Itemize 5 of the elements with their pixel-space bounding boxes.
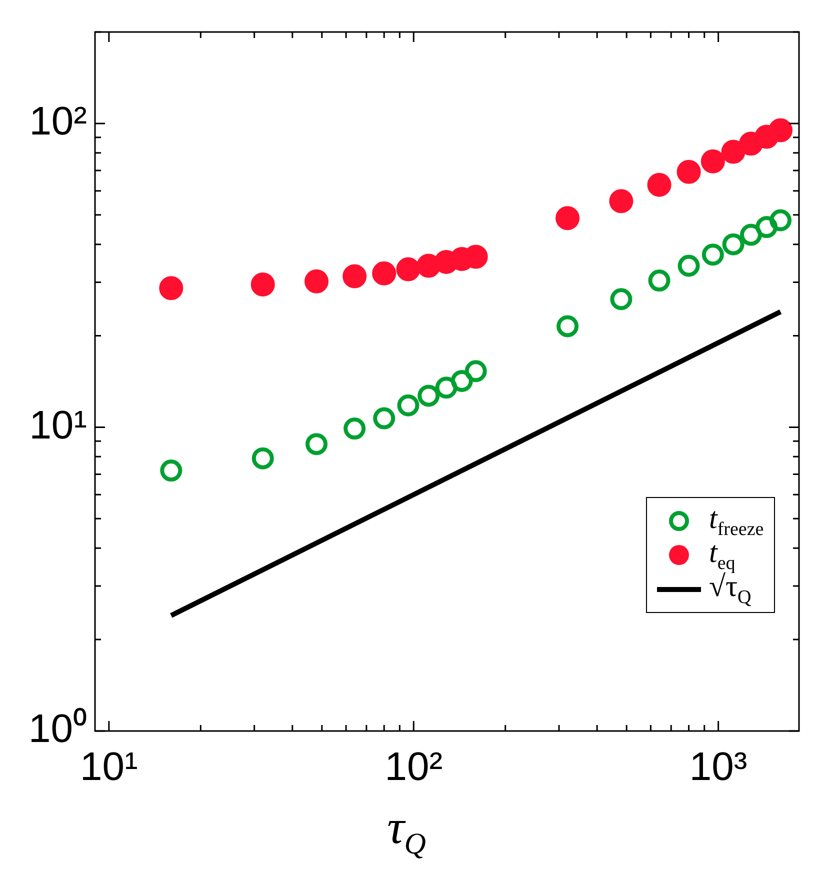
y-tick-label: 10¹	[29, 403, 87, 448]
y-tick-label: 10²	[29, 99, 87, 144]
x-tick-label: 10²	[384, 745, 443, 790]
x-axis-title: τ$_{Q}$	[386, 800, 427, 862]
x-tick-label: 10³	[689, 745, 748, 790]
